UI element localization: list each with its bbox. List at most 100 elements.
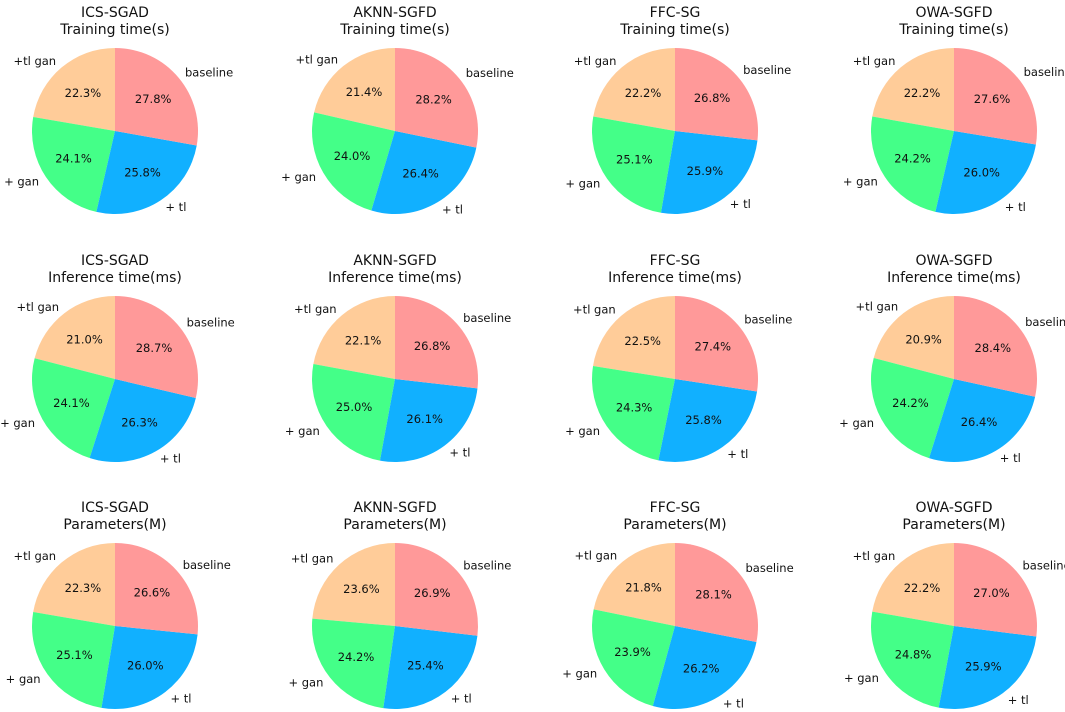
slice-percent-label: 23.9% (614, 645, 651, 659)
pie-slice (96, 131, 197, 215)
slice-percent-label: 25.8% (124, 166, 161, 180)
slice-category-label: baseline (746, 561, 794, 575)
slice-percent-label: 27.4% (695, 340, 732, 354)
slice-percent-label: 26.1% (406, 412, 443, 426)
slice-percent-label: 21.8% (625, 580, 662, 594)
slice-category-label: + tl (1008, 693, 1029, 707)
slice-category-label: +tl gan (13, 549, 56, 563)
pie-slice (395, 48, 479, 148)
slice-percent-label: 25.8% (685, 413, 722, 427)
slice-percent-label: 24.3% (616, 400, 653, 414)
pie-slice (675, 543, 758, 643)
chart-title-line2: Training time(s) (619, 22, 730, 38)
pie-slice (311, 112, 395, 211)
pie-slice (870, 357, 954, 459)
slice-category-label: + tl (1005, 200, 1026, 214)
chart-title-line1: ICS-SGAD (81, 253, 149, 269)
slice-category-label: baseline (187, 315, 235, 329)
pie-slice (115, 296, 198, 398)
slice-percent-label: 25.0% (336, 400, 373, 414)
slice-category-label: baseline (183, 558, 231, 572)
pie-slice (870, 611, 954, 708)
pie-slice (938, 626, 1037, 710)
slice-percent-label: 25.9% (965, 659, 1002, 673)
slice-percent-label: 26.8% (414, 339, 451, 353)
slice-category-label: + tl (723, 697, 744, 711)
pie-slice (593, 47, 675, 131)
slice-category-label: +tl gan (13, 54, 56, 68)
slice-category-label: + gan (4, 175, 39, 189)
slice-category-label: +tl gan (291, 552, 334, 566)
slice-category-label: baseline (463, 311, 511, 325)
slice-category-label: +tl gan (575, 548, 618, 562)
slice-percent-label: 24.2% (892, 396, 929, 410)
slice-category-label: +tl gan (574, 54, 617, 68)
pie-slice (395, 543, 479, 636)
pie-slice (660, 131, 758, 215)
slice-percent-label: 23.6% (343, 582, 380, 596)
slice-category-label: + tl (730, 197, 751, 211)
slice-category-label: + gan (565, 177, 600, 191)
pie-slice (89, 379, 196, 463)
chart-title-line1: ICS-SGAD (81, 500, 149, 516)
chart-title-line1: FFC-SG (650, 5, 701, 21)
slice-category-label: + gan (288, 676, 323, 690)
chart-title-line2: Parameters(M) (343, 517, 446, 533)
slice-category-label: baseline (743, 63, 791, 77)
slice-percent-label: 22.2% (625, 86, 662, 100)
slice-percent-label: 25.4% (407, 659, 444, 673)
slice-percent-label: 28.7% (136, 341, 173, 355)
pie-slice (929, 379, 1036, 463)
pie-slice (34, 296, 115, 379)
chart-title-line1: ICS-SGAD (81, 5, 149, 21)
slice-percent-label: 22.3% (65, 86, 102, 100)
slice-percent-label: 26.9% (414, 586, 451, 600)
slice-category-label: + tl (442, 202, 463, 216)
slice-percent-label: 26.0% (963, 165, 1000, 179)
pie-slice (593, 296, 675, 379)
slice-percent-label: 26.3% (121, 415, 158, 429)
slice-category-label: + tl (727, 447, 748, 461)
pie-slice (872, 48, 954, 131)
slice-percent-label: 26.8% (694, 91, 731, 105)
pie-slice (593, 543, 675, 626)
pie-slice (31, 358, 115, 459)
slice-category-label: + tl (165, 200, 186, 214)
slice-category-label: baseline (1023, 559, 1065, 573)
pie-slice (591, 116, 675, 213)
pie-slice (954, 543, 1038, 637)
chart-title-line2: Parameters(M) (63, 517, 166, 533)
pie-slice (872, 543, 954, 626)
chart-title-line1: AKNN-SGFD (353, 500, 436, 516)
pie-slice (101, 626, 198, 709)
slice-category-label: baseline (1024, 65, 1065, 79)
chart-title-line2: Inference time(ms) (48, 270, 182, 286)
chart-title-line2: Training time(s) (59, 22, 170, 38)
pie-slice (379, 379, 478, 463)
slice-category-label: +tl gan (16, 300, 59, 314)
pie-slice (675, 48, 759, 141)
pie-slice (311, 618, 395, 709)
chart-title-line1: OWA-SGFD (916, 5, 993, 21)
slice-percent-label: 24.2% (338, 650, 375, 664)
slice-category-label: baseline (185, 65, 233, 79)
chart-title-line2: Parameters(M) (902, 517, 1005, 533)
slice-percent-label: 25.1% (616, 153, 653, 167)
slice-percent-label: 28.4% (975, 341, 1012, 355)
slice-percent-label: 25.1% (56, 648, 93, 662)
slice-category-label: +tl gan (856, 300, 899, 314)
chart-title-line2: Training time(s) (339, 22, 450, 38)
slice-percent-label: 24.2% (894, 152, 931, 166)
pie-slice (873, 296, 954, 379)
slice-percent-label: 20.9% (905, 333, 942, 347)
chart-title-line1: AKNN-SGFD (353, 253, 436, 269)
slice-percent-label: 26.4% (961, 415, 998, 429)
